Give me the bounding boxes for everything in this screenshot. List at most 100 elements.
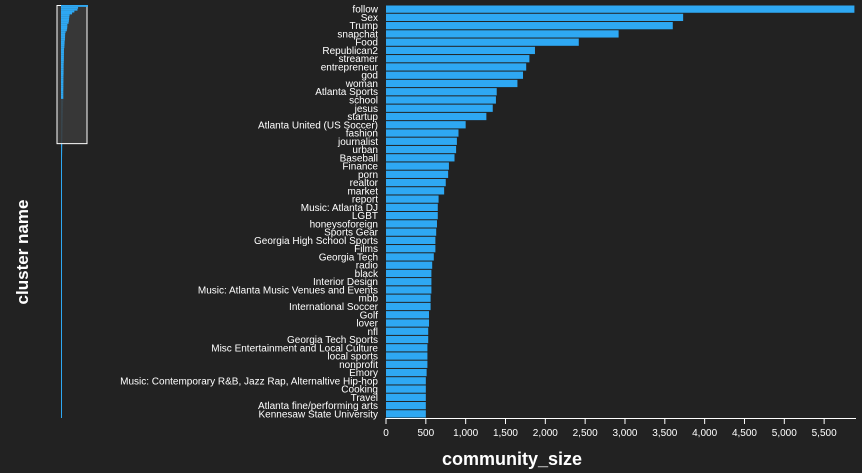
bar[interactable] — [386, 269, 432, 278]
bar[interactable] — [386, 401, 426, 410]
overview-bar — [61, 211, 62, 214]
overview-bar — [61, 269, 62, 272]
overview-bar — [61, 341, 62, 343]
bar[interactable] — [386, 178, 446, 187]
overview-bar — [61, 256, 62, 259]
overview-bar — [61, 245, 62, 248]
bar[interactable] — [386, 294, 431, 302]
x-tick-label: 4,000 — [692, 428, 717, 439]
bar[interactable] — [386, 319, 430, 327]
overview-bar — [61, 288, 62, 291]
overview-bar — [61, 172, 62, 174]
overview-bar — [61, 282, 62, 285]
bar[interactable] — [386, 55, 530, 63]
overview-bar — [61, 361, 62, 364]
bar[interactable] — [386, 104, 493, 112]
overview-bar — [61, 202, 62, 204]
overview-bar-selected — [61, 40, 65, 43]
bar[interactable] — [386, 344, 428, 352]
overview-bar-selected — [61, 70, 64, 73]
bar[interactable] — [386, 360, 428, 368]
overview-bar — [61, 335, 62, 338]
bar[interactable] — [386, 38, 579, 46]
bar[interactable] — [386, 46, 535, 55]
category-label: Atlanta United (US Soccer) — [258, 120, 378, 131]
bar[interactable] — [386, 203, 438, 211]
bar[interactable] — [386, 63, 527, 71]
bar[interactable] — [386, 129, 459, 137]
category-label: nfl — [367, 327, 378, 338]
category-label: Interior Design — [313, 277, 378, 288]
bar[interactable] — [386, 79, 518, 88]
bar[interactable] — [386, 261, 433, 269]
bar[interactable] — [386, 71, 524, 79]
bar[interactable] — [386, 162, 449, 170]
overview-bar — [61, 166, 62, 169]
bar[interactable] — [386, 30, 619, 38]
bar[interactable] — [386, 377, 426, 385]
overview-bar — [61, 271, 62, 274]
bar[interactable] — [386, 302, 431, 311]
bar[interactable] — [386, 236, 436, 245]
bar[interactable] — [386, 145, 457, 154]
category-label: black — [355, 269, 379, 280]
bar[interactable] — [386, 368, 427, 377]
bar[interactable] — [386, 278, 432, 286]
x-tick-label: 2,500 — [573, 428, 598, 439]
overview-bar-selected — [61, 21, 69, 24]
bar[interactable] — [386, 13, 684, 22]
bar[interactable] — [386, 112, 487, 121]
category-label: Georgia Tech Sports — [287, 335, 378, 346]
bar[interactable] — [386, 187, 445, 195]
overview-bar-selected — [61, 72, 64, 75]
overview-bar — [61, 348, 62, 351]
bar[interactable] — [386, 220, 437, 228]
overview-bar-selected — [61, 91, 64, 94]
overview-bar — [61, 316, 62, 319]
bar[interactable] — [386, 385, 426, 393]
bar[interactable] — [386, 286, 432, 294]
bar[interactable] — [386, 5, 855, 13]
overview-bar-selected — [61, 35, 66, 37]
x-tick-label: 1,000 — [453, 428, 478, 439]
bar[interactable] — [386, 121, 466, 129]
bar[interactable] — [386, 22, 673, 30]
bar[interactable] — [386, 352, 428, 360]
overview-bar-selected — [61, 29, 67, 32]
bar[interactable] — [386, 311, 430, 319]
overview-bar — [61, 408, 62, 411]
bar[interactable] — [386, 154, 455, 162]
overview-bar — [61, 365, 62, 368]
overview-bar — [61, 249, 62, 251]
overview-bar — [61, 416, 62, 418]
bar[interactable] — [386, 212, 438, 220]
overview-bar — [61, 305, 62, 308]
bar[interactable] — [386, 137, 457, 145]
y-axis-label: cluster name — [13, 200, 32, 305]
bar[interactable] — [386, 410, 426, 418]
overview-bar-selected — [61, 31, 66, 34]
bar[interactable] — [386, 327, 429, 335]
overview-bar — [61, 203, 62, 206]
category-label: Trump — [349, 21, 378, 32]
overview-bar-selected — [61, 10, 75, 13]
overview-bar — [61, 252, 62, 255]
overview-bar-selected — [61, 27, 68, 30]
category-label: Food — [355, 38, 378, 49]
bar[interactable] — [386, 335, 429, 344]
bar[interactable] — [386, 253, 434, 261]
category-label: International Soccer — [289, 302, 379, 313]
overview-bar-selected — [61, 14, 70, 17]
bar[interactable] — [386, 195, 439, 203]
bar[interactable] — [386, 245, 436, 253]
overview-bar — [61, 149, 63, 152]
bar[interactable] — [386, 393, 426, 401]
overview-bar — [61, 260, 62, 263]
bar[interactable] — [386, 96, 496, 104]
overview-bar-selected — [61, 95, 64, 97]
bar[interactable] — [386, 228, 437, 236]
overview-bar — [61, 294, 62, 296]
bar[interactable] — [386, 170, 449, 178]
bar[interactable] — [386, 88, 497, 96]
overview-bar — [61, 265, 62, 268]
